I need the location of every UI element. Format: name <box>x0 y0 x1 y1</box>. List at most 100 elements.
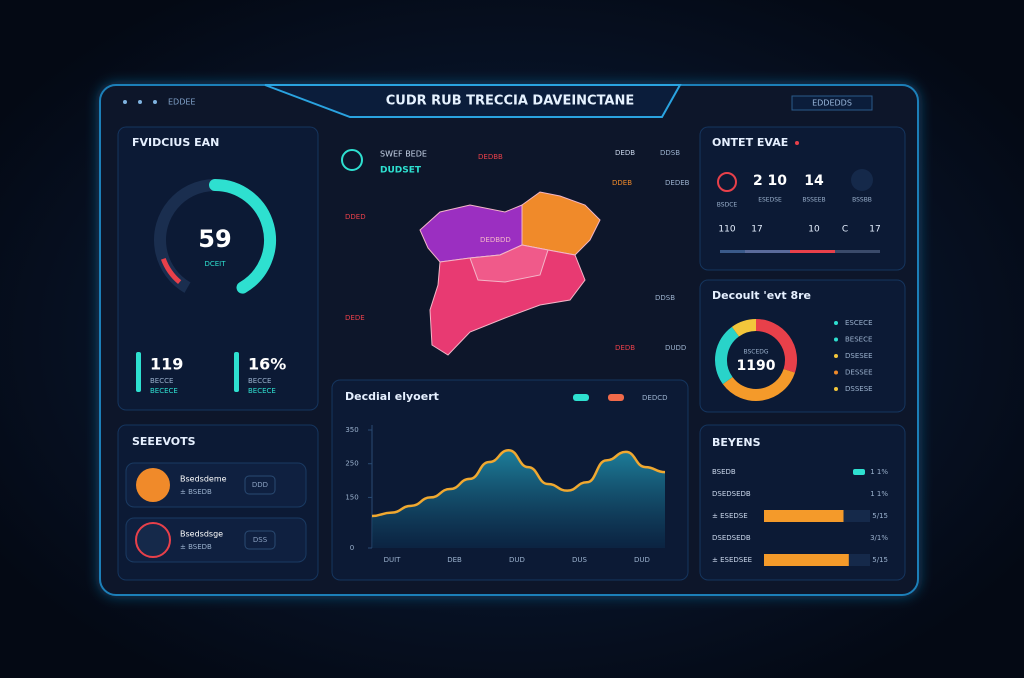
chart-title: Decdial elyoert <box>345 390 439 403</box>
y-tick-label: 250 <box>345 460 358 468</box>
bar <box>764 510 844 522</box>
map-label: DEDBB <box>478 153 503 161</box>
line <box>371 448 666 518</box>
legend-label: DSSESE <box>845 385 873 393</box>
donut-segment <box>715 326 740 385</box>
legend-label: DSESEE <box>845 352 873 360</box>
row-bar <box>745 250 790 253</box>
x-tick-label: DUD <box>509 556 525 564</box>
y-tick-label: 150 <box>345 493 358 501</box>
stat-label: BECCE <box>150 377 173 385</box>
row-label: DSEDSEDB <box>712 490 751 498</box>
map-label: DEDBDD <box>480 236 511 244</box>
map-label: DUDD <box>665 344 686 352</box>
event-name: Bsedsdsge <box>180 530 223 539</box>
stat-bar <box>136 352 141 392</box>
legend-dot <box>834 337 838 342</box>
event-icon <box>136 468 170 502</box>
map-region <box>469 244 549 283</box>
map-label: DEDE <box>345 314 365 322</box>
stat-sub: BSDCE <box>717 202 738 209</box>
row-marker <box>853 469 865 475</box>
legend-dot <box>834 387 838 391</box>
donut-caption: BSCEDG <box>743 349 768 356</box>
legend-label: DEDCD <box>642 394 667 402</box>
map-subtitle: DUDSET <box>380 166 422 176</box>
map-label: DDEB <box>612 179 632 187</box>
gauge-panel <box>117 126 319 411</box>
row-value: C <box>842 225 848 235</box>
row-bar <box>790 250 835 253</box>
stat-value: 2 10 <box>753 173 787 189</box>
stat-sub: ESEDSE <box>758 197 782 204</box>
stats-panel <box>699 126 906 271</box>
row-value: 17 <box>751 225 762 235</box>
panel-title: FVIDCIUS EAN <box>132 136 219 149</box>
row-bar <box>720 250 745 253</box>
status-dot <box>795 141 799 145</box>
stat-sub: BSSBB <box>852 197 872 204</box>
panel-title: Decoult 'evt 8re <box>712 289 811 302</box>
legend-swatch <box>573 394 589 401</box>
legend-label: ESCECE <box>845 319 873 327</box>
y-tick-label: 350 <box>345 426 358 434</box>
row-value: 5/15 <box>872 556 888 564</box>
event-tag <box>244 475 276 495</box>
bar <box>764 554 849 566</box>
x-tick-label: DEB <box>447 556 462 564</box>
stat-icon <box>851 169 873 191</box>
donut-center: 1190 <box>737 358 776 374</box>
map-label: DDED <box>345 213 366 221</box>
event-icon <box>135 522 171 558</box>
legend-label: BESECE <box>845 336 872 344</box>
donut-segment <box>755 319 797 373</box>
map-title: SWEF BEDE <box>380 150 427 159</box>
stat-icon <box>717 172 737 192</box>
map-label: DDSB <box>660 149 680 157</box>
row-bar <box>835 250 880 253</box>
row-value: 3/1% <box>870 534 888 542</box>
event-name: Bsedsdeme <box>180 475 227 484</box>
stat-sub: BECECE <box>150 387 178 395</box>
panel-title: ONTET EVAE <box>712 136 788 149</box>
legend-swatch <box>608 394 624 401</box>
gauge-caption: DCEIT <box>204 260 226 268</box>
header-bar <box>264 84 682 118</box>
event-sub: ± BSEDB <box>180 488 212 496</box>
map-label: DDSB <box>655 294 675 302</box>
row-value: 1 1% <box>870 490 888 498</box>
event-sub: ± BSEDB <box>180 543 212 551</box>
stat-value: 14 <box>804 173 824 189</box>
map-label: DEDB <box>615 344 635 352</box>
panel-title: SEEEVOTS <box>132 435 196 448</box>
donut-segment <box>722 368 795 401</box>
row-value: 17 <box>869 225 880 235</box>
y-tick-label: 0 <box>350 544 354 552</box>
x-tick-label: DUS <box>572 556 588 564</box>
event-tag <box>244 530 276 550</box>
menu-label: EDDEE <box>168 98 195 107</box>
tab-label: EDDEDDS <box>812 99 852 108</box>
row-value: 110 <box>718 225 735 235</box>
stat-value: 16% <box>248 355 286 374</box>
dot <box>153 100 157 104</box>
row-label: DSEDSEDB <box>712 534 751 542</box>
dot <box>138 100 142 104</box>
gauge-arc <box>209 179 276 294</box>
row-label: ± ESEDSEE <box>712 556 752 564</box>
map <box>419 191 601 356</box>
legend-dot <box>834 370 838 375</box>
row-value: 10 <box>808 225 820 235</box>
legend-dot <box>834 354 838 358</box>
list-panel <box>699 424 906 581</box>
row-value: 1 1% <box>870 468 888 476</box>
area <box>372 450 665 548</box>
event-tag-label: DDD <box>252 481 268 489</box>
row-label: BSEDB <box>712 468 736 476</box>
dot <box>123 100 127 104</box>
donut-segment <box>731 319 757 337</box>
x-tick-label: DUD <box>634 556 650 564</box>
event-row <box>125 462 307 508</box>
stat-sub: BSSEEB <box>802 197 825 204</box>
